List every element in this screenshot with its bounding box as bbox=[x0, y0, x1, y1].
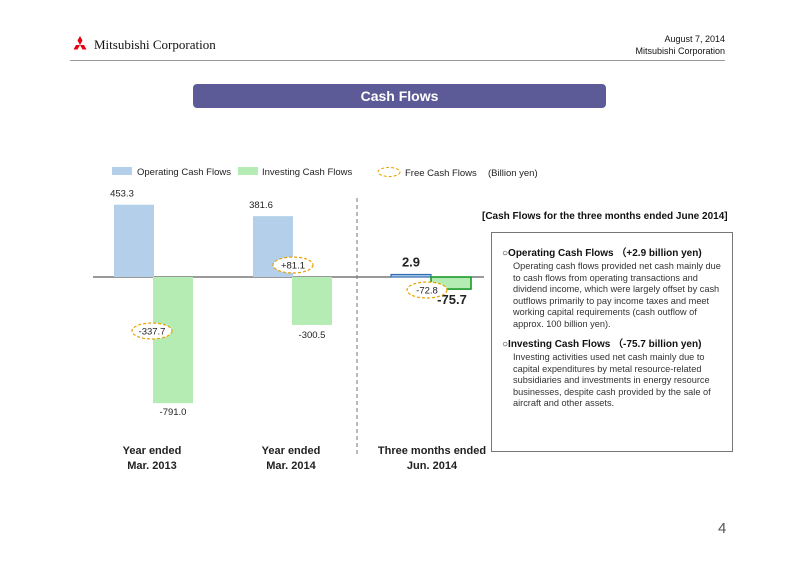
operating-value-label-2: 381.6 bbox=[249, 200, 273, 211]
legend-operating-swatch bbox=[112, 167, 132, 175]
investing-heading: ○Investing Cash Flows （-75.7 billion yen… bbox=[502, 339, 702, 350]
free-cash-flow-badge-3 bbox=[406, 281, 448, 299]
investing-value-label-2: -300.5 bbox=[299, 330, 326, 341]
company-name: Mitsubishi Corporation bbox=[94, 37, 216, 52]
company-logo: Mitsubishi Corporation bbox=[70, 36, 216, 54]
category-label-2a: Year ended bbox=[262, 445, 321, 457]
category-label-1a: Year ended bbox=[123, 445, 182, 457]
category-label-3b: Jun. 2014 bbox=[407, 460, 458, 472]
three-diamonds-icon bbox=[73, 36, 87, 50]
operating-bar-3 bbox=[390, 273, 432, 278]
free-cash-flow-badge-2 bbox=[272, 256, 314, 274]
page-title: Cash Flows bbox=[193, 84, 606, 108]
category-label-1b: Mar. 2013 bbox=[127, 460, 177, 472]
header-company: Mitsubishi Corporation bbox=[635, 46, 725, 56]
legend-investing-label: Investing Cash Flows bbox=[262, 167, 353, 178]
report-date: August 7, 2014 bbox=[664, 34, 725, 44]
header-info: August 7, 2014 Mitsubishi Corporation bbox=[635, 33, 725, 57]
legend-free-swatch bbox=[377, 167, 401, 177]
operating-text: Operating cash flows provided net cash m… bbox=[513, 261, 721, 329]
header-divider bbox=[70, 60, 725, 61]
legend-free-label: Free Cash Flows bbox=[405, 168, 477, 179]
unit-label: (Billion yen) bbox=[488, 168, 538, 179]
category-label-2b: Mar. 2014 bbox=[266, 460, 316, 472]
investing-bar-1 bbox=[153, 277, 193, 404]
operating-bar-1 bbox=[114, 204, 154, 277]
investing-value-label-1: -791.0 bbox=[160, 407, 187, 418]
investing-bar-2 bbox=[292, 277, 332, 325]
commentary-box: ○Operating Cash Flows （+2.9 billion yen)… bbox=[491, 232, 733, 452]
free-cash-flow-badge-1 bbox=[131, 322, 173, 340]
page-title-text: Cash Flows bbox=[360, 88, 439, 104]
category-label-3a: Three months ended bbox=[378, 445, 486, 457]
free-cash-flow-label-2: +81.1 bbox=[281, 261, 305, 272]
free-cash-flow-label-1: -337.7 bbox=[139, 327, 166, 338]
investing-value-label-3: -75.7 bbox=[437, 292, 467, 307]
operating-value-label-3: 2.9 bbox=[402, 255, 420, 270]
legend-investing-swatch bbox=[238, 167, 258, 175]
legend-operating-label: Operating Cash Flows bbox=[137, 167, 231, 178]
page-number: 4 bbox=[718, 520, 727, 537]
commentary-title: [Cash Flows for the three months ended J… bbox=[482, 211, 728, 222]
operating-value-label-1: 453.3 bbox=[110, 189, 134, 200]
free-cash-flow-label-3: -72.8 bbox=[416, 286, 438, 297]
investing-text: Investing activities used net cash mainl… bbox=[513, 352, 711, 408]
operating-heading: ○Operating Cash Flows （+2.9 billion yen) bbox=[502, 248, 702, 259]
